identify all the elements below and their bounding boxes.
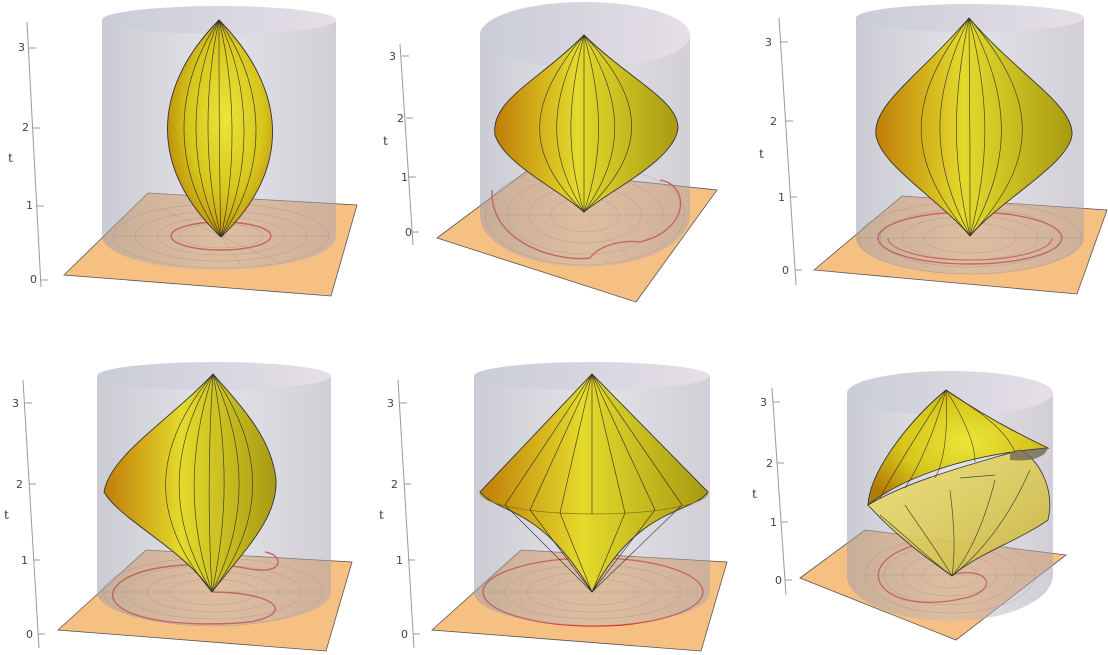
tick-label-1: 1: [778, 191, 785, 204]
panel-3: 0 1 2 3 t: [759, 4, 1108, 295]
tick-label-1: 1: [396, 554, 403, 567]
surface: [494, 34, 679, 213]
tick-label-1: 1: [21, 554, 28, 567]
axis-label-t: t: [759, 147, 764, 161]
tick-label-3: 3: [760, 396, 767, 409]
tick-label-3: 3: [12, 397, 19, 410]
tick-label-0: 0: [30, 273, 37, 286]
surface: [103, 373, 277, 593]
surface: [167, 19, 273, 238]
axis-label-t: t: [383, 134, 388, 148]
surface: [875, 17, 1073, 237]
tick-label-1: 1: [26, 199, 33, 212]
tick-label-3: 3: [387, 397, 394, 410]
panel-4: 0 1 2 3 t: [4, 362, 353, 652]
cylinder-top: [480, 2, 690, 68]
tick-label-3: 3: [389, 50, 396, 63]
axis-label-t: t: [8, 151, 13, 165]
tick-label-0: 0: [26, 628, 33, 641]
tick-label-0: 0: [775, 574, 782, 587]
tick-label-1: 1: [401, 171, 408, 184]
cylinder-top: [856, 4, 1084, 32]
t-axis: 0 1 2 3 t: [752, 387, 792, 596]
t-axis: 0 1 2 3 t: [383, 43, 419, 246]
panel-5: 0 1 2 3 t: [379, 362, 728, 652]
panel-6: 0 1 2 3 t: [752, 371, 1068, 641]
t-axis: 0 1 2 3 t: [4, 379, 45, 649]
upper-sheet: [867, 389, 1050, 506]
tick-label-0: 0: [405, 226, 412, 239]
tick-label-2: 2: [22, 121, 29, 134]
axis-label-t: t: [4, 508, 9, 522]
t-axis: 0 1 2 3 t: [8, 21, 48, 288]
surface: [867, 389, 1051, 577]
lower-sheet: [867, 449, 1051, 577]
tick-label-2: 2: [770, 115, 777, 128]
tick-label-2: 2: [766, 457, 773, 470]
tick-label-2: 2: [16, 478, 23, 491]
tick-label-3: 3: [765, 36, 772, 49]
panel-2: 0 1 2 3 t: [383, 2, 718, 303]
axis-label-t: t: [752, 487, 757, 501]
tick-label-3: 3: [18, 41, 25, 54]
tick-label-1: 1: [770, 516, 777, 529]
t-axis: 0 1 2 3 t: [379, 379, 420, 649]
panel-1: 0 1 2 3 t: [8, 6, 358, 297]
tick-label-2: 2: [391, 478, 398, 491]
surface: [479, 373, 709, 593]
axis-label-t: t: [379, 508, 384, 522]
tick-label-0: 0: [401, 628, 408, 641]
tick-label-2: 2: [397, 112, 404, 125]
tick-label-0: 0: [782, 264, 789, 277]
t-axis: 0 1 2 3 t: [759, 17, 802, 286]
